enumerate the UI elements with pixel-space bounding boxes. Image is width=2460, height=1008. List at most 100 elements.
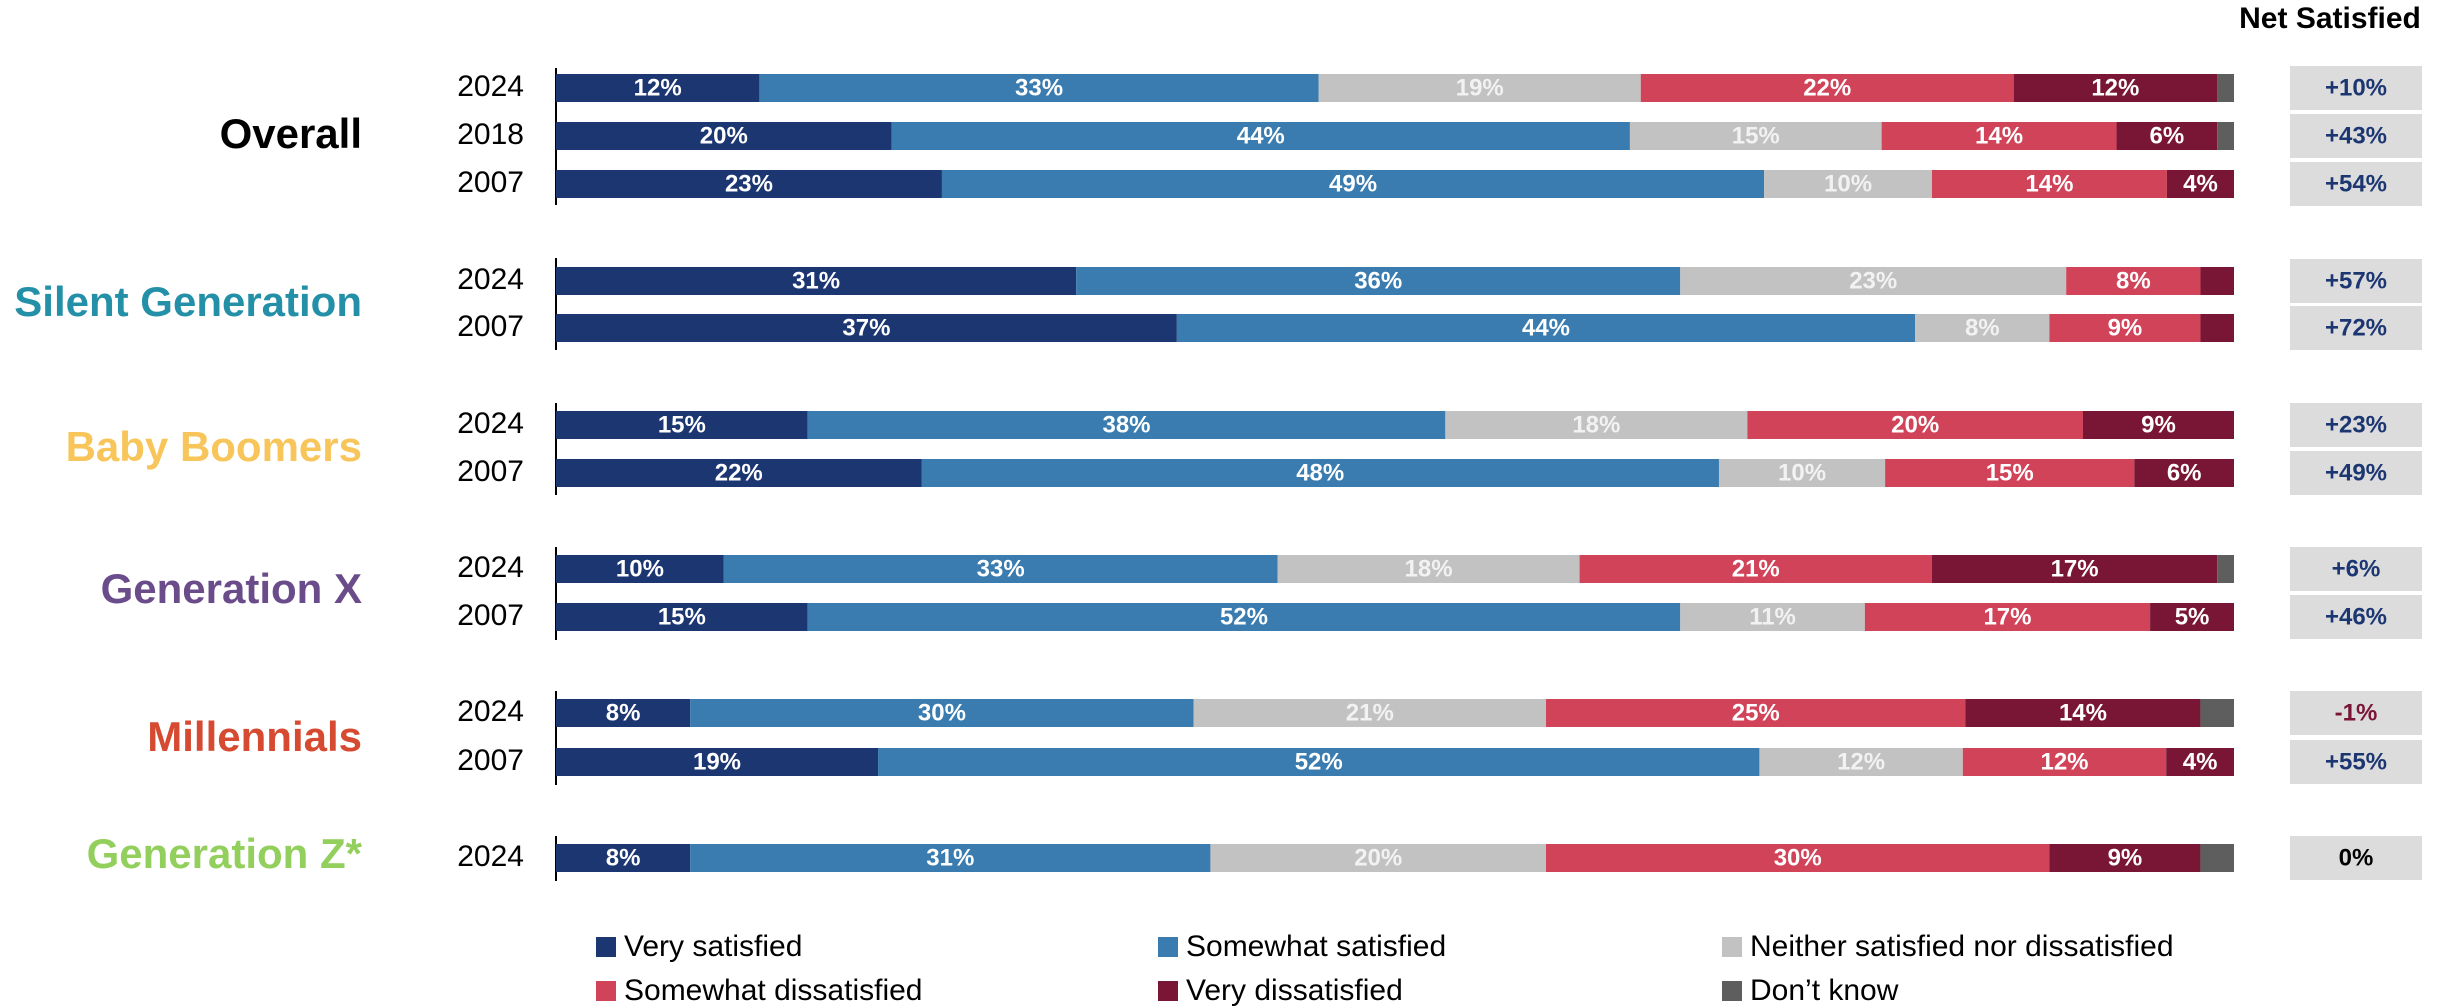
data-label: 4% [2183, 170, 2218, 197]
data-label: 8% [606, 844, 641, 871]
data-label: 15% [1732, 122, 1780, 149]
bar-segment-very-satisfied [556, 267, 1077, 295]
data-label: 4% [2183, 748, 2218, 775]
net-satisfied-box [2290, 403, 2422, 447]
data-label: 30% [1774, 844, 1822, 871]
bar-segment-neither [1680, 267, 2067, 295]
data-label: 18% [1572, 411, 1620, 438]
net-satisfied-value: +6% [2332, 555, 2381, 582]
legend-label: Very satisfied [624, 930, 802, 963]
bar-segment-somewhat-dissatisfied [2066, 267, 2201, 295]
data-label: 44% [1237, 122, 1285, 149]
bar-segment-very-dissatisfied [2166, 748, 2234, 776]
net-satisfied-box [2290, 595, 2422, 639]
data-label: 31% [926, 844, 974, 871]
legend-swatch-somewhat-satisfied [1158, 937, 1178, 957]
net-satisfied-header: Net Satisfied [2239, 2, 2421, 35]
bar-segment-neither [1318, 74, 1641, 102]
data-label: 44% [1522, 314, 1570, 341]
bar-segment-very-satisfied [556, 844, 691, 872]
data-label: 12% [634, 74, 682, 101]
year-label: 2018 [457, 118, 524, 151]
data-label: 18% [1405, 555, 1453, 582]
net-satisfied-value: +72% [2325, 314, 2387, 341]
legend-swatch-somewhat-dissatisfied [596, 981, 616, 1001]
data-label: 17% [2051, 555, 2099, 582]
bar-segment-very-dissatisfied [2200, 267, 2234, 295]
data-label: 52% [1295, 748, 1343, 775]
year-label: 2007 [457, 744, 524, 777]
bar-segment-somewhat-dissatisfied [1747, 411, 2083, 439]
net-satisfied-box [2290, 66, 2422, 110]
data-label: 20% [1354, 844, 1402, 871]
bar-segment-neither [1718, 459, 1886, 487]
year-label: 2024 [457, 695, 524, 728]
bar-segment-dont-know [2217, 555, 2234, 583]
bar-segment-very-dissatisfied [1931, 555, 2218, 583]
data-label: 21% [1346, 699, 1394, 726]
data-label: 23% [725, 170, 773, 197]
data-label: 31% [792, 267, 840, 294]
bar-segment-very-dissatisfied [1965, 699, 2201, 727]
bar-segment-neither [1210, 844, 1547, 872]
net-satisfied-value: +55% [2325, 748, 2387, 775]
bar-segment-somewhat-dissatisfied [1962, 748, 2167, 776]
bar-segment-very-satisfied [556, 603, 808, 631]
bar-segment-neither [1445, 411, 1748, 439]
data-label: 5% [2175, 603, 2210, 630]
data-label: 6% [2167, 459, 2202, 486]
bar-segment-somewhat-dissatisfied [2049, 314, 2201, 342]
data-label: 48% [1296, 459, 1344, 486]
group-label: Baby Boomers [66, 423, 362, 470]
bar-segment-neither [1680, 603, 1865, 631]
bar-segment-somewhat-satisfied [690, 699, 1194, 727]
bar-segment-somewhat-satisfied [759, 74, 1319, 102]
data-label: 19% [693, 748, 741, 775]
year-label: 2007 [457, 599, 524, 632]
data-label: 8% [1965, 314, 2000, 341]
data-label: 30% [918, 699, 966, 726]
bar-segment-dont-know [2200, 699, 2234, 727]
data-label: 6% [2150, 122, 2185, 149]
data-label: 9% [2108, 844, 2143, 871]
bar-segment-very-dissatisfied [2013, 74, 2218, 102]
data-label: 36% [1354, 267, 1402, 294]
net-satisfied-box [2290, 306, 2422, 350]
year-label: 2024 [457, 551, 524, 584]
bar-segment-very-dissatisfied [2116, 122, 2218, 150]
bar-segment-somewhat-dissatisfied [1864, 603, 2151, 631]
data-label: 19% [1456, 74, 1504, 101]
bar-segment-neither [1277, 555, 1580, 583]
legend-swatch-neither [1722, 937, 1742, 957]
data-label: 10% [1824, 170, 1872, 197]
data-label: 11% [1749, 603, 1796, 630]
legend-swatch-dont-know [1722, 981, 1742, 1001]
data-label: 15% [1986, 459, 2034, 486]
data-label: 52% [1220, 603, 1268, 630]
net-satisfied-box [2290, 451, 2422, 495]
data-label: 10% [1778, 459, 1826, 486]
data-label: 21% [1732, 555, 1780, 582]
bar-segment-somewhat-satisfied [921, 459, 1719, 487]
year-label: 2024 [457, 407, 524, 440]
legend-label: Somewhat satisfied [1186, 930, 1446, 963]
bar-segment-neither [1193, 699, 1547, 727]
bar-segment-very-dissatisfied [2049, 844, 2201, 872]
bar-segment-neither [1915, 314, 2050, 342]
bar-segment-somewhat-dissatisfied [1885, 459, 2135, 487]
net-satisfied-box [2290, 691, 2422, 735]
bar-segment-somewhat-satisfied [878, 748, 1760, 776]
legend-label: Somewhat dissatisfied [624, 974, 922, 1007]
legend-swatch-very-satisfied [596, 937, 616, 957]
net-satisfied-value: +57% [2325, 267, 2387, 294]
data-label: 22% [1803, 74, 1851, 101]
bar-segment-somewhat-dissatisfied [1546, 699, 1966, 727]
net-satisfied-box [2290, 114, 2422, 158]
data-label: 14% [2025, 170, 2073, 197]
year-label: 2007 [457, 310, 524, 343]
data-label: 9% [2108, 314, 2143, 341]
bar-segment-very-satisfied [556, 74, 760, 102]
net-satisfied-value: +43% [2325, 122, 2387, 149]
data-label: 33% [1015, 74, 1063, 101]
data-label: 33% [977, 555, 1025, 582]
